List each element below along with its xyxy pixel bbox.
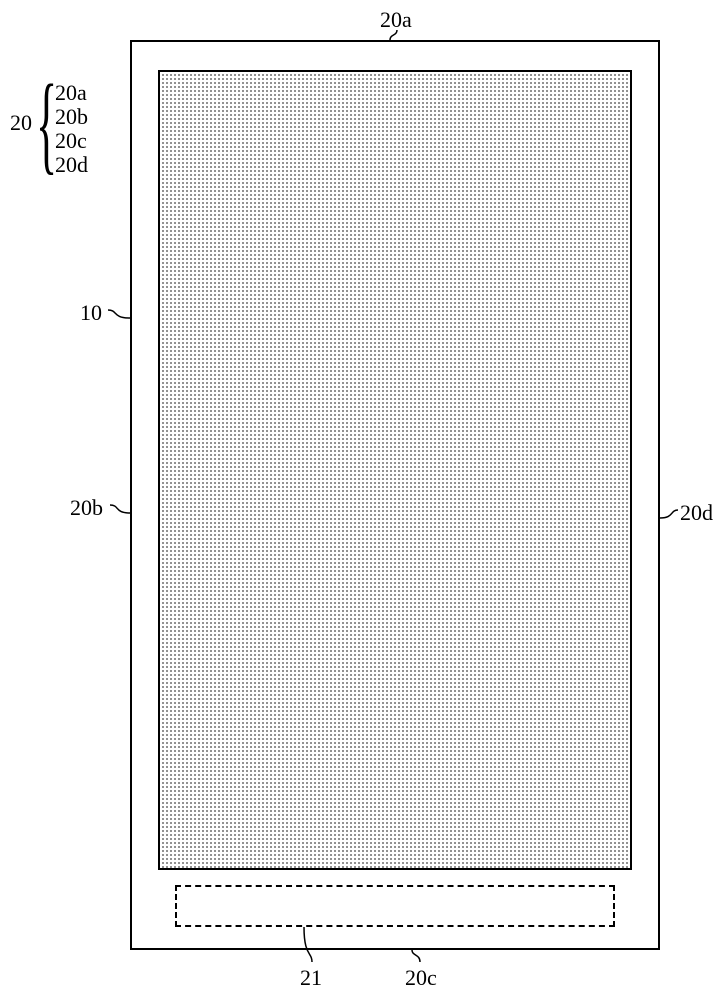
- lead-20d: [660, 510, 678, 518]
- lead-20b: [110, 505, 130, 513]
- lead-21: [304, 927, 312, 962]
- lead-20c: [412, 950, 420, 962]
- diagram-canvas: { 20a 20 20a 20b 20c 20d 10 20b 20d 21 2…: [0, 0, 718, 1000]
- lead-lines: [0, 0, 718, 1000]
- lead-20a-top: [390, 30, 397, 40]
- lead-10: [108, 310, 130, 318]
